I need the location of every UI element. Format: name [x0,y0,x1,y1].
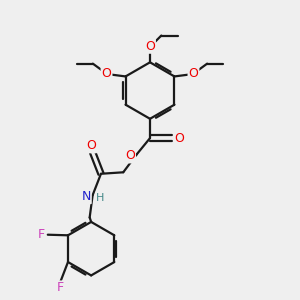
Text: O: O [86,139,96,152]
Text: N: N [81,190,91,203]
Text: F: F [57,281,64,294]
Text: O: O [188,67,198,80]
Text: O: O [174,132,184,145]
Text: H: H [96,193,104,202]
Text: O: O [102,67,112,80]
Text: O: O [125,149,135,162]
Text: O: O [145,40,155,53]
Text: F: F [38,228,45,241]
